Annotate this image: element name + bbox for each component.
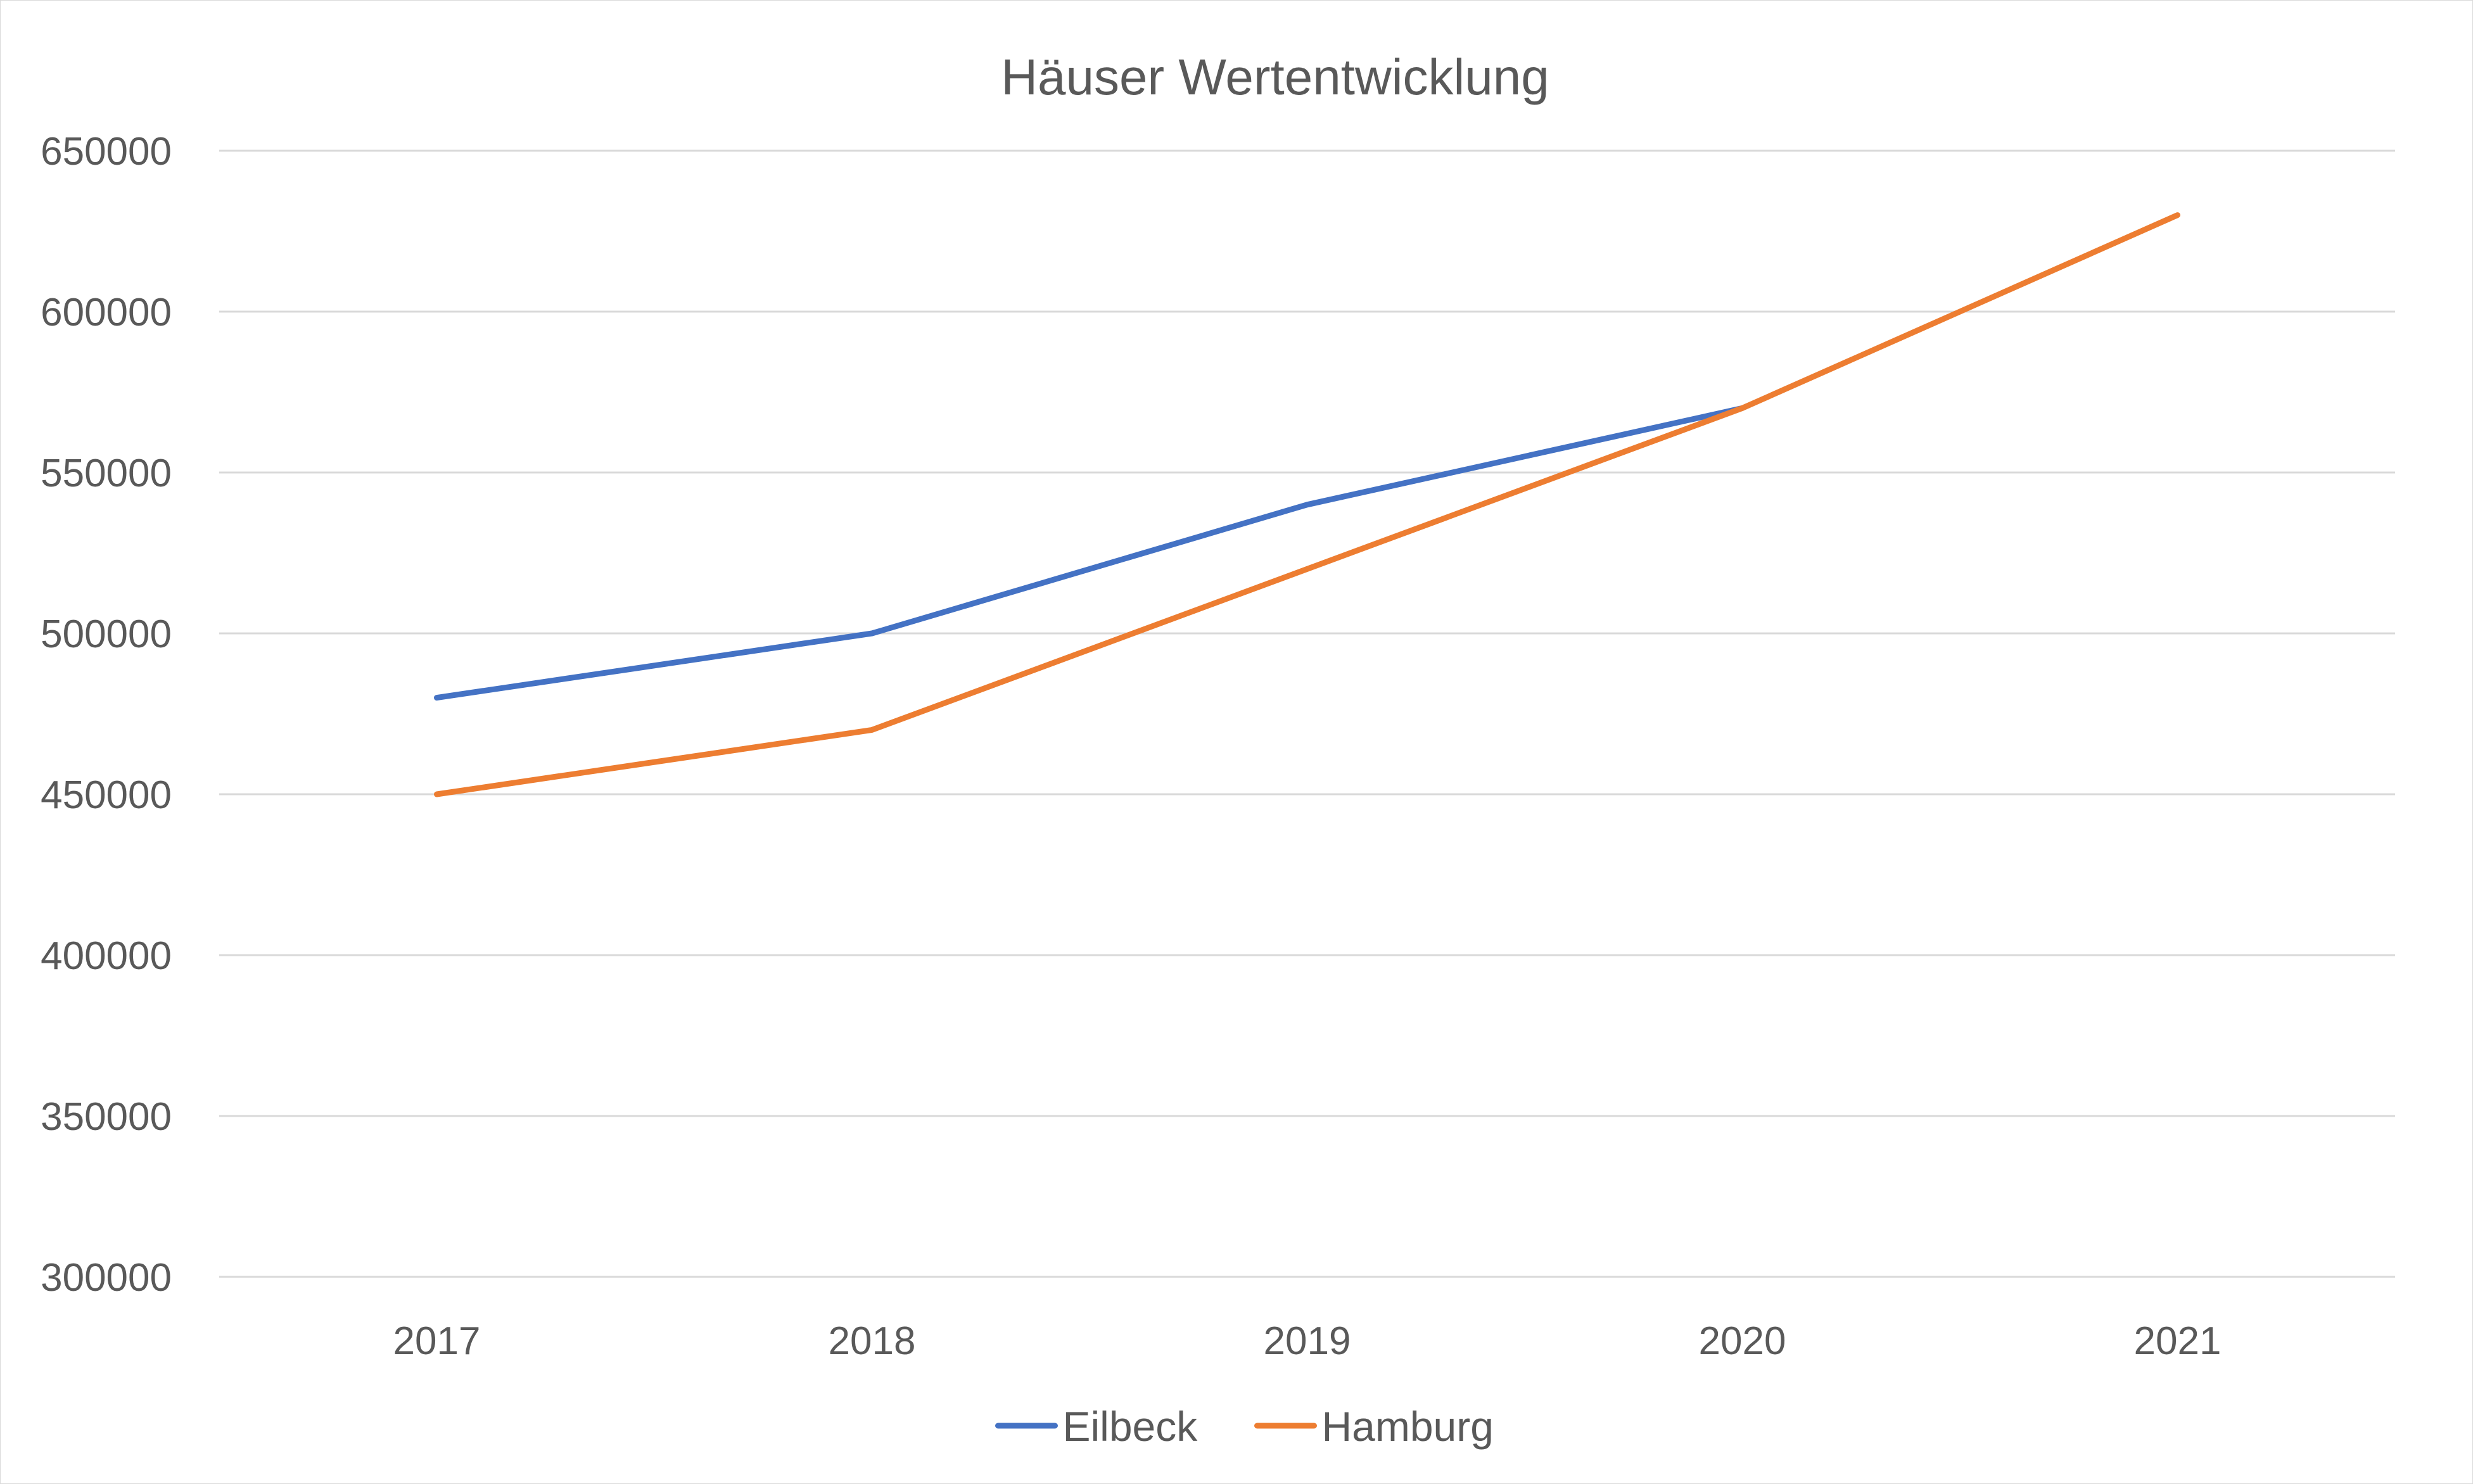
y-tick-label: 350000 bbox=[41, 1095, 172, 1139]
y-tick-label: 400000 bbox=[41, 934, 172, 978]
x-tick-label: 2021 bbox=[2134, 1319, 2222, 1363]
y-tick-label: 500000 bbox=[41, 612, 172, 656]
y-tick-label: 550000 bbox=[41, 452, 172, 495]
x-tick-label: 2020 bbox=[1699, 1319, 1786, 1363]
y-tick-label: 450000 bbox=[41, 773, 172, 817]
x-tick-label: 2019 bbox=[1264, 1319, 1351, 1363]
y-axis: 300000 350000 400000 450000 500000 550000 6000… bbox=[41, 130, 172, 1300]
x-axis: 2017 2018 2019 2020 2021 bbox=[393, 1319, 2222, 1363]
series-lines bbox=[434, 212, 2180, 797]
y-tick-label: 650000 bbox=[41, 130, 172, 174]
legend-label-hamburg: Hamburg bbox=[1322, 1403, 1494, 1450]
y-tick-label: 600000 bbox=[41, 291, 172, 334]
series-line-eilbeck bbox=[434, 405, 1745, 701]
series-line-hamburg bbox=[434, 212, 2180, 797]
legend-label-eilbeck: Eilbeck bbox=[1063, 1403, 1198, 1450]
chart-title: Häuser Wertentwicklung bbox=[1001, 49, 1549, 105]
gridlines bbox=[219, 149, 2395, 1278]
y-tick-label: 300000 bbox=[41, 1256, 172, 1300]
x-tick-label: 2018 bbox=[829, 1319, 916, 1363]
legend: Eilbeck Hamburg bbox=[995, 1403, 1494, 1450]
x-tick-label: 2017 bbox=[393, 1319, 481, 1363]
